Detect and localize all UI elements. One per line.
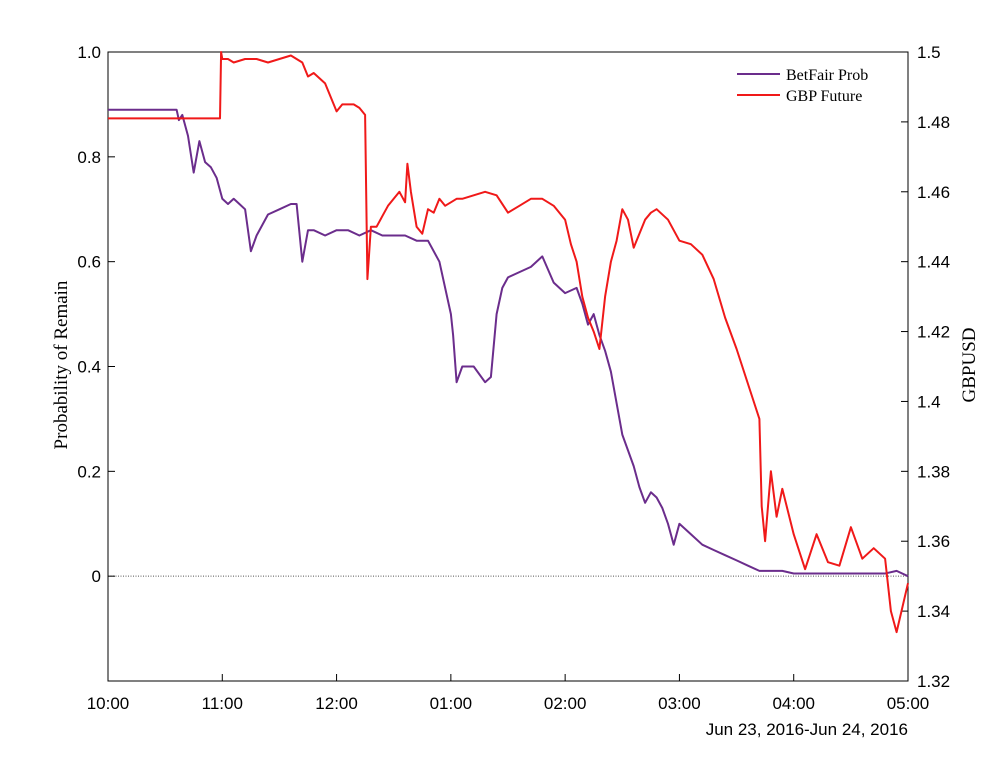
y-left-tick-label: 0.2 bbox=[77, 462, 101, 481]
legend: BetFair Prob GBP Future bbox=[737, 67, 868, 105]
y-right-tick-label: 1.5 bbox=[917, 43, 941, 62]
x-tick-label: 12:00 bbox=[315, 694, 358, 713]
x-tick-label: 05:00 bbox=[887, 694, 930, 713]
y-right-tick-label: 1.36 bbox=[917, 532, 950, 551]
y-right-tick-label: 1.4 bbox=[917, 392, 941, 411]
y-right-tick-label: 1.48 bbox=[917, 113, 950, 132]
y-right-tick-label: 1.44 bbox=[917, 253, 950, 272]
y-right-tick-label: 1.42 bbox=[917, 323, 950, 342]
y-left-axis-title: Probability of Remain bbox=[51, 280, 72, 449]
axis-ticks: 10:00 11:00 12:00 01:00 02:00 03:00 04:00 05:00… bbox=[77, 43, 950, 713]
y-right-tick-label: 1.46 bbox=[917, 183, 950, 202]
legend-label-betfair: BetFair Prob bbox=[786, 67, 868, 84]
y-left-tick-label: 0 bbox=[92, 567, 101, 586]
y-right-tick-label: 1.38 bbox=[917, 462, 950, 481]
y-right-tick-label: 1.32 bbox=[917, 672, 950, 691]
legend-label-gbp: GBP Future bbox=[786, 88, 862, 105]
x-tick-label: 11:00 bbox=[202, 694, 243, 713]
x-tick-label: 10:00 bbox=[87, 694, 130, 713]
y-right-tick-label: 1.34 bbox=[917, 602, 950, 621]
x-tick-label: 03:00 bbox=[658, 694, 701, 713]
y-left-tick-label: 0.8 bbox=[77, 148, 101, 167]
x-axis-date-label: Jun 23, 2016-Jun 24, 2016 bbox=[706, 720, 908, 739]
y-right-axis-title: GBPUSD bbox=[959, 328, 980, 403]
series-line-betfair-prob bbox=[108, 108, 909, 578]
x-tick-label: 04:00 bbox=[772, 694, 815, 713]
y-left-tick-label: 1.0 bbox=[77, 43, 101, 62]
x-tick-label: 02:00 bbox=[544, 694, 587, 713]
y-left-tick-label: 0.4 bbox=[77, 358, 101, 377]
series-layer bbox=[108, 51, 909, 634]
y-left-tick-label: 0.6 bbox=[77, 253, 101, 272]
plot-frame bbox=[107, 51, 909, 682]
x-tick-label: 01:00 bbox=[430, 694, 473, 713]
series-line-gbp-future bbox=[108, 51, 909, 634]
